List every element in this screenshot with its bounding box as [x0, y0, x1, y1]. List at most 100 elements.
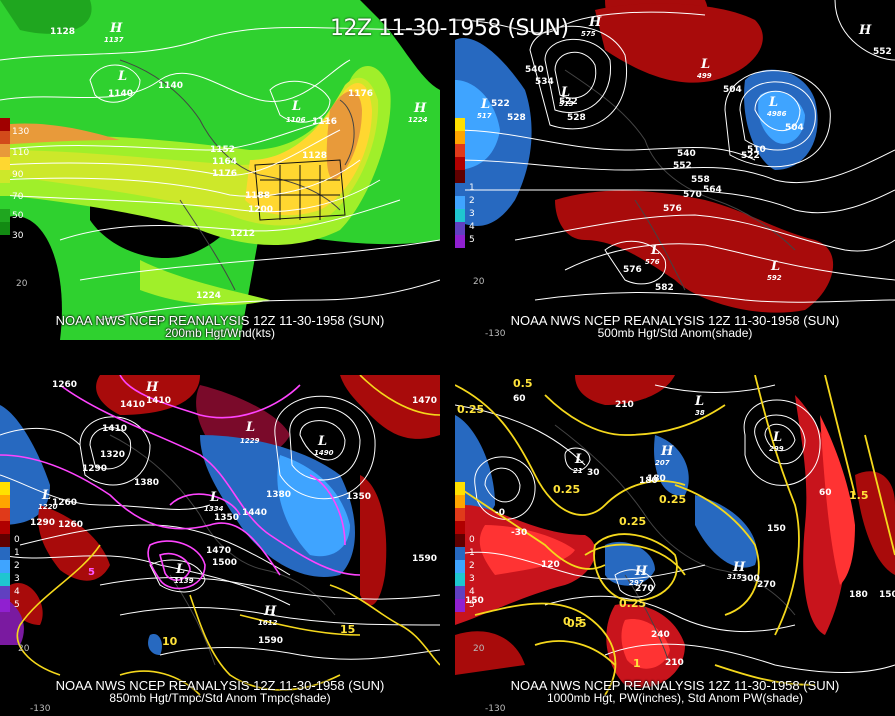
legend-label: 5 [469, 235, 475, 245]
legend-label: 130 [12, 127, 30, 137]
legend-label: 3 [14, 574, 20, 584]
pressure-center-value: 207 [655, 459, 670, 467]
isotherm-label: 15 [340, 623, 355, 636]
caption-line-1: NOAA NWS NCEP REANALYSIS 12Z 11-30-1958 … [510, 678, 840, 693]
legend-label: 5 [14, 600, 20, 610]
contour-label: 60 [513, 394, 526, 404]
caption-line-1: NOAA NWS NCEP REANALYSIS 12Z 11-30-1958 … [55, 313, 385, 328]
temp-anom-legend [0, 482, 12, 612]
contour-label: 210 [615, 400, 634, 410]
contour-label: 1140 [158, 81, 183, 91]
legend-label: 3 [469, 574, 475, 584]
contour-label: 576 [623, 265, 642, 275]
contour-label: 1224 [196, 291, 221, 301]
pressure-center-value: 38 [695, 409, 705, 417]
lon-label: 20 [18, 644, 30, 654]
legend-label: 1 [469, 183, 475, 193]
legend-label: 3 [469, 209, 475, 219]
contour-label: 240 [651, 630, 670, 640]
pw-label: 0.5 [563, 615, 583, 628]
isotherm-label: 10 [162, 635, 178, 648]
contour-label: 1410 [120, 400, 145, 410]
contour-label: 270 [757, 580, 776, 590]
caption-line-2: 200mb Hgt/Wnd(kts) [164, 326, 276, 340]
legend-label: 4 [469, 587, 475, 597]
legend-label: 50 [12, 211, 24, 221]
pressure-center-high: H [109, 21, 123, 36]
legend-label: 5 [469, 600, 475, 610]
legend-label: 90 [12, 170, 24, 180]
contour-label: 1470 [412, 396, 437, 406]
pressure-center-low: L [650, 243, 660, 258]
pressure-center-value: 517 [477, 112, 492, 120]
pw-anom-legend [455, 482, 467, 612]
contour-label: 150 [465, 596, 484, 606]
lon-label: -130 [485, 329, 506, 339]
contour-label: 1440 [242, 508, 267, 518]
contour-label: 120 [541, 560, 560, 570]
contour-label: 30 [587, 468, 600, 478]
panel-caption: NOAA NWS NCEP REANALYSIS 12Z 11-30-1958 … [0, 679, 440, 705]
panel-1000mb: 0.5 0.25 210 60 30 0.25 180 0.25 0.25 0.… [455, 375, 895, 716]
caption-line-2: 850mb Hgt/Tmpc/Std Anom Tmpc(shade) [109, 691, 331, 705]
pw-label: 0.5 [567, 617, 587, 630]
pressure-center-low: L [574, 452, 584, 467]
panel-500mb: 540 534 522 528 522 528 504 540 552 558 … [455, 0, 895, 340]
contour-label: 528 [567, 113, 586, 123]
contour-label: 504 [785, 123, 804, 133]
wind-speed-legend [0, 118, 12, 235]
contour-label: 1128 [50, 27, 75, 37]
contour-label: 1410 [146, 396, 171, 406]
pressure-center-high: H [732, 560, 746, 575]
contour-label: 1320 [100, 450, 125, 460]
pressure-center-high: H [858, 23, 872, 38]
contour-label: 180 [647, 474, 666, 484]
pressure-center-low: L [41, 488, 51, 503]
pressure-center-value: 499 [697, 72, 712, 80]
contour-label: 522 [559, 97, 578, 107]
caption-line-2: 1000mb Hgt, PW(inches), Std Anom PW(shad… [546, 691, 804, 705]
lon-label: -130 [30, 704, 51, 714]
pressure-center-low: L [480, 97, 490, 112]
pressure-center-low: L [768, 95, 778, 110]
contour-label: 1188 [245, 191, 270, 201]
contour-label: 534 [535, 77, 554, 87]
contour-label: 552 [673, 161, 692, 171]
pressure-center-value: 315 [727, 573, 742, 581]
caption-line-1: NOAA NWS NCEP REANALYSIS 12Z 11-30-1958 … [55, 678, 385, 693]
caption-line-2: 500mb Hgt/Std Anom(shade) [597, 326, 753, 340]
pressure-center-value: 1139 [174, 577, 194, 585]
panel-caption: NOAA NWS NCEP REANALYSIS 12Z 11-30-1958 … [455, 679, 895, 705]
contour-label: 528 [507, 113, 526, 123]
pw-label: 1.5 [849, 489, 869, 502]
legend-label: 2 [469, 196, 475, 206]
pressure-center-value: 1224 [408, 116, 428, 124]
pressure-center-value: 1220 [38, 503, 58, 511]
pressure-center-value: 1334 [204, 505, 224, 513]
contour-label: 1260 [58, 520, 83, 530]
contour-label: 552 [873, 47, 892, 57]
lon-label: 20 [473, 644, 485, 654]
panel-500mb-map: 540 534 522 528 522 528 504 540 552 558 … [455, 0, 895, 340]
pressure-center-low: L [770, 259, 780, 274]
pressure-center-low: L [317, 434, 327, 449]
pressure-center-value: 1490 [314, 449, 334, 457]
legend-label: 2 [469, 561, 475, 571]
contour-label: 1128 [302, 151, 327, 161]
contour-label: 1116 [312, 117, 337, 127]
contour-label: 564 [703, 185, 722, 195]
contour-label: 1350 [214, 513, 239, 523]
contour-label: 210 [665, 658, 684, 668]
panel-200mb-map: 1128 1140 1140 1152 1164 1176 1188 1200 … [0, 0, 440, 340]
legend-label: 0 [469, 535, 475, 545]
panel-1000mb-map: 0.5 0.25 210 60 30 0.25 180 0.25 0.25 0.… [455, 375, 895, 716]
pressure-center-high: H [413, 101, 427, 116]
contour-label: 504 [723, 85, 742, 95]
contour-label: 1212 [230, 229, 255, 239]
pressure-center-low: L [694, 394, 704, 409]
contour-label: 1140 [108, 89, 133, 99]
pressure-center-value: 297 [629, 579, 644, 587]
contour-label: 1380 [134, 478, 159, 488]
contour-label: 180 [639, 476, 658, 486]
contour-label: 180 [849, 590, 868, 600]
